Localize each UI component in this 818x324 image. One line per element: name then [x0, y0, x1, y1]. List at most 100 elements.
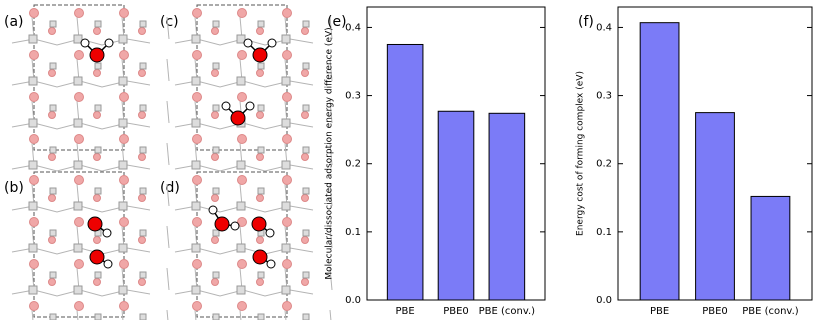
atom	[236, 201, 246, 211]
atom	[49, 271, 57, 279]
y-tick-label: 0.3	[345, 91, 361, 102]
atom	[301, 27, 309, 35]
atom	[49, 187, 57, 195]
atom	[257, 20, 265, 28]
atom	[192, 50, 202, 60]
atom	[29, 8, 39, 18]
atom	[138, 236, 146, 244]
hydrogen	[80, 38, 90, 48]
oxygen	[252, 249, 268, 265]
bar	[488, 112, 526, 301]
atom	[94, 187, 102, 195]
atom	[93, 69, 101, 77]
y-axis-label: Molecular/dissociated adsorption energy …	[325, 27, 335, 279]
atom	[301, 69, 309, 77]
y-tick-label: 0.1	[345, 227, 361, 238]
y-tick-label: 0.0	[345, 295, 361, 306]
oxygen	[251, 216, 267, 232]
atom	[301, 278, 309, 286]
atom	[211, 111, 219, 119]
hydrogen	[243, 38, 253, 48]
hydrogen	[208, 205, 218, 215]
bond-line	[329, 267, 333, 291]
plot-frame	[366, 6, 546, 301]
bond-line	[166, 267, 170, 291]
bar	[750, 195, 791, 301]
bar	[386, 43, 424, 301]
atom	[74, 92, 84, 102]
atom	[29, 134, 39, 144]
atom	[29, 259, 39, 269]
atom	[73, 243, 83, 253]
atom	[302, 146, 310, 154]
atom	[282, 50, 292, 60]
atom	[139, 271, 147, 279]
atom	[256, 153, 264, 161]
bar	[695, 112, 735, 301]
atom	[302, 20, 310, 28]
atom	[93, 27, 101, 35]
atom	[282, 217, 292, 227]
atom	[192, 217, 202, 227]
atom	[74, 301, 84, 311]
atom	[29, 50, 39, 60]
panel-label: (b)	[4, 180, 24, 196]
atom	[236, 76, 246, 86]
y-axis-label: Energy cost of forming complex (eV)	[576, 71, 586, 236]
atom	[211, 236, 219, 244]
y-tick-label: 0.0	[596, 295, 612, 306]
atom	[94, 313, 102, 321]
atom	[119, 175, 129, 185]
bond-line	[329, 309, 332, 324]
hydrogen	[245, 101, 255, 111]
atom	[74, 175, 84, 185]
atom	[257, 313, 265, 321]
atom	[281, 118, 291, 128]
atom	[191, 285, 201, 295]
atom	[192, 175, 202, 185]
oxygen	[89, 47, 105, 63]
atom	[73, 76, 83, 86]
atom	[139, 62, 147, 70]
atom	[74, 50, 84, 60]
oxygen	[89, 249, 105, 265]
atom	[282, 259, 292, 269]
atom	[94, 20, 102, 28]
atom	[301, 153, 309, 161]
x-tick-label: PBE	[650, 306, 669, 317]
atom	[48, 153, 56, 161]
atom	[237, 8, 247, 18]
atom	[282, 134, 292, 144]
atom	[138, 194, 146, 202]
atom	[93, 194, 101, 202]
atom	[256, 27, 264, 35]
atom	[192, 301, 202, 311]
atom	[237, 50, 247, 60]
atom	[139, 229, 147, 237]
atom	[28, 285, 38, 295]
atom	[281, 285, 291, 295]
atom	[94, 271, 102, 279]
panel-label: (e)	[327, 14, 347, 30]
atom	[118, 201, 128, 211]
bond-line	[166, 58, 170, 82]
atom	[138, 153, 146, 161]
atom	[281, 243, 291, 253]
atom	[118, 243, 128, 253]
hydrogen	[230, 221, 240, 231]
oxygen	[87, 216, 103, 232]
atom	[282, 8, 292, 18]
structure-diagrams	[11, 4, 333, 324]
atom	[211, 27, 219, 35]
atom	[302, 313, 310, 321]
atom	[211, 69, 219, 77]
atom	[73, 118, 83, 128]
atom	[94, 146, 102, 154]
plot-frame	[617, 6, 813, 301]
hydrogen	[102, 228, 112, 238]
atom	[49, 62, 57, 70]
atom	[256, 236, 264, 244]
atom	[119, 217, 129, 227]
